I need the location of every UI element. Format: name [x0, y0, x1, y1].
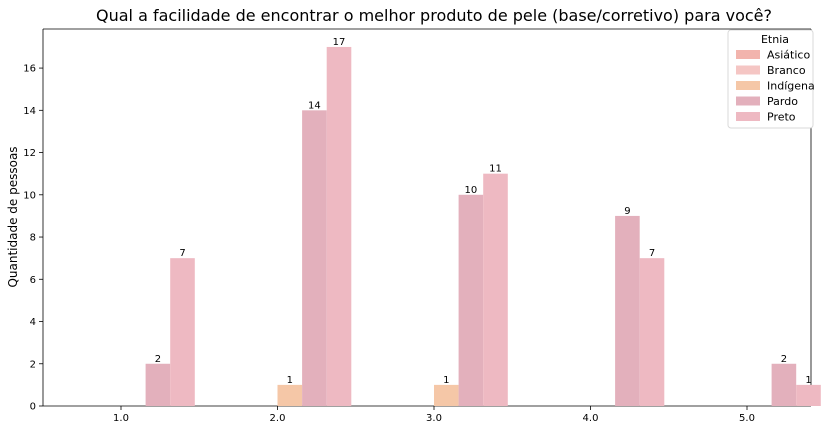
bar: [326, 46, 352, 406]
legend-swatch: [736, 81, 760, 90]
bar: [170, 258, 195, 406]
legend-swatch: [736, 65, 760, 75]
bar-value-label: 1: [443, 375, 449, 386]
legend-swatch: [736, 112, 760, 121]
legend-swatch: [736, 96, 760, 106]
y-tick-label: 14: [23, 106, 36, 117]
x-tick-label: 4.0: [583, 413, 599, 424]
bar-value-label: 11: [489, 164, 502, 175]
bar-value-label: 14: [308, 100, 321, 111]
bar: [458, 194, 484, 406]
bar-value-label: 9: [624, 206, 630, 217]
x-tick-label: 2.0: [270, 413, 286, 424]
bar: [771, 363, 797, 406]
y-tick-label: 16: [23, 64, 36, 75]
bar: [145, 363, 171, 406]
x-tick-label: 3.0: [426, 413, 442, 424]
y-tick-label: 6: [30, 275, 36, 286]
legend-entry-label: Pardo: [767, 95, 798, 108]
bar-value-label: 1: [805, 375, 811, 386]
bar: [483, 173, 508, 406]
legend-entry-label: Branco: [767, 64, 806, 77]
bar-value-label: 7: [179, 248, 185, 259]
y-tick-label: 8: [30, 233, 36, 244]
plot-area: 02468101214161.0272.0114173.0110114.0975…: [23, 28, 821, 424]
bar-value-label: 1: [287, 375, 293, 386]
bar: [615, 215, 640, 406]
bar: [277, 384, 303, 406]
bar: [639, 258, 665, 406]
legend-title: Etnia: [761, 33, 789, 46]
y-tick-label: 4: [30, 317, 36, 328]
bar: [302, 110, 327, 407]
legend: Etnia Asiático Branco Indígena Pardo Preto: [727, 29, 815, 129]
bar: [434, 384, 459, 406]
y-tick-label: 12: [23, 148, 36, 159]
legend-swatch: [736, 50, 760, 59]
bar-value-label: 10: [465, 185, 478, 196]
legend-entry-label: Preto: [767, 111, 796, 124]
y-tick-label: 10: [23, 190, 36, 201]
y-tick-label: 2: [30, 359, 36, 370]
legend-entry-label: Asiático: [767, 49, 810, 62]
x-tick-label: 5.0: [739, 413, 755, 424]
bar-value-label: 7: [649, 248, 655, 259]
bar-value-label: 2: [155, 354, 161, 365]
bar-value-label: 17: [333, 37, 346, 48]
bar: [796, 384, 821, 406]
y-tick-label: 0: [30, 402, 36, 413]
y-axis-label: Quantidade de pessoas: [6, 146, 20, 287]
legend-entry-label: Indígena: [767, 80, 815, 93]
x-tick-label: 1.0: [113, 413, 129, 424]
chart-title: Qual a facilidade de encontrar o melhor …: [96, 6, 772, 25]
bar-value-label: 2: [781, 354, 787, 365]
